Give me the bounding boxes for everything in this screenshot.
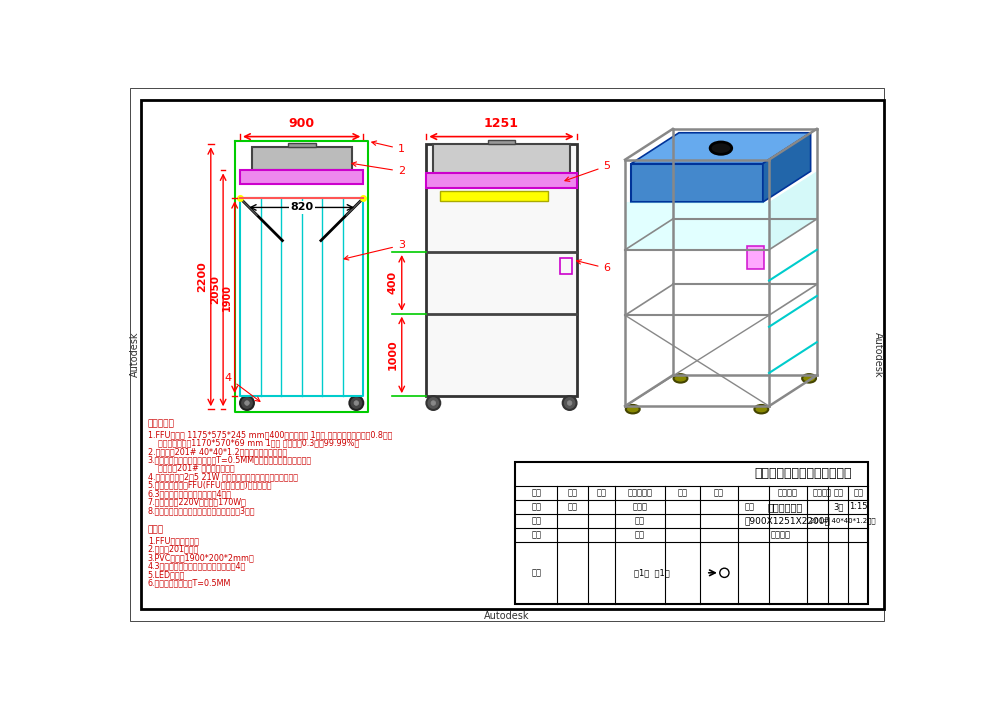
Text: 5.踱板开关：控制FFU(FFU接最高风速)和日光灯。: 5.踱板开关：控制FFU(FFU接最高风速)和日光灯。	[147, 481, 272, 490]
Bar	[748, 246, 764, 269]
Ellipse shape	[802, 374, 816, 383]
Circle shape	[563, 396, 577, 410]
Bar	[288, 143, 315, 147]
Text: 标准化: 标准化	[633, 503, 648, 512]
Text: 说明：: 说明：	[147, 526, 164, 534]
Text: 材质: 材质	[822, 489, 832, 498]
Text: 配置高效过滤器1170*570*69 mm 1台； 过滤效率0.3微粓99.99%。: 配置高效过滤器1170*570*69 mm 1台； 过滤效率0.3微粓99.99…	[147, 439, 359, 447]
Text: 3.四周安装透明防静电网格布，T=0.5MM；采用不锈锂板压条固定；: 3.四周安装透明防静电网格布，T=0.5MM；采用不锈锂板压条固定；	[147, 456, 312, 465]
Text: 2200: 2200	[197, 261, 207, 292]
Text: 4: 4	[225, 373, 260, 402]
Bar	[560, 258, 572, 274]
Circle shape	[431, 401, 435, 405]
Ellipse shape	[755, 405, 768, 413]
Text: 签名: 签名	[677, 489, 687, 498]
Text: 名称: 名称	[745, 503, 755, 512]
Text: 4.日光灯：采用2盏5 21W 带保护罩洁化灯（位置详见图纸）。: 4.日光灯：采用2盏5 21W 带保护罩洁化灯（位置详见图纸）。	[147, 472, 298, 482]
Text: 比例: 比例	[854, 489, 863, 498]
Circle shape	[349, 396, 363, 410]
Bar	[240, 171, 363, 185]
Text: 5.LED洁化灯: 5.LED洁化灯	[147, 570, 185, 579]
Text: 设计: 设计	[531, 503, 541, 512]
Text: 3套: 3套	[833, 503, 844, 512]
Text: Autodesk: Autodesk	[873, 332, 883, 377]
Bar	[426, 173, 577, 188]
Text: 4.3寸脚轮（带刹车，平板式），数量：4个: 4.3寸脚轮（带刹车，平板式），数量：4个	[147, 562, 246, 571]
Text: 900: 900	[289, 117, 315, 131]
Polygon shape	[769, 171, 817, 250]
Text: 可移动洁溃棚: 可移动洁溃棚	[767, 502, 803, 512]
Text: 2.支架采用201# 40*40*1.2不锈锂方通焊接而成。: 2.支架采用201# 40*40*1.2不锈锂方通焊接而成。	[147, 447, 287, 456]
Text: 1.FFU风机过滤单元: 1.FFU风机过滤单元	[147, 536, 199, 545]
Bar	[631, 164, 763, 202]
Text: 7.此设备电压220V，功率：170W。: 7.此设备电压220V，功率：170W。	[147, 498, 246, 507]
Text: 6.透明防静电网格布T=0.5MM: 6.透明防静电网格布T=0.5MM	[147, 578, 231, 588]
Text: Autodesk: Autodesk	[484, 611, 529, 621]
Text: 处数: 处数	[568, 489, 578, 498]
Text: 重量: 重量	[813, 489, 823, 498]
Text: 6: 6	[577, 260, 610, 273]
Circle shape	[240, 396, 254, 410]
Text: 1:15: 1:15	[850, 503, 867, 512]
Text: 顶部安装201# 砂光单面封板。: 顶部安装201# 砂光单面封板。	[147, 464, 234, 473]
Text: 6.3寸脚轮（带刹车，平板式）4个。: 6.3寸脚轮（带刹车，平板式）4个。	[147, 489, 231, 498]
Text: 1251: 1251	[484, 117, 519, 131]
Text: 3.PVC垂帘（1900*200*2mm）: 3.PVC垂帘（1900*200*2mm）	[147, 553, 254, 562]
Text: 图号: 图号	[531, 569, 541, 577]
Text: 共1张  焧1张: 共1张 焧1张	[634, 569, 670, 577]
Circle shape	[568, 401, 572, 405]
Text: 日期: 日期	[714, 489, 724, 498]
Text: 阶段标记: 阶段标记	[778, 489, 798, 498]
Bar	[426, 145, 577, 396]
Text: （900X1251X2200）: （900X1251X2200）	[745, 517, 831, 525]
Text: 8.电线连线方式采用线槽式，电源主线出线3米。: 8.电线连线方式采用线槽式，电源主线出线3米。	[147, 506, 255, 515]
Text: 5: 5	[565, 161, 610, 181]
Text: 伍军: 伍军	[568, 503, 578, 512]
Text: 2050: 2050	[210, 275, 220, 305]
Bar	[440, 191, 548, 201]
Text: 制图: 制图	[531, 517, 541, 525]
Text: 820: 820	[290, 202, 314, 213]
Text: 深圳市百科淨化科技有限公司: 深圳市百科淨化科技有限公司	[755, 468, 853, 480]
Circle shape	[354, 401, 359, 405]
Text: 标记: 标记	[531, 489, 541, 498]
Text: 2: 2	[352, 162, 405, 176]
Text: 客户确认: 客户确认	[770, 530, 790, 539]
Text: 批准: 批准	[635, 530, 645, 539]
Ellipse shape	[710, 142, 732, 154]
Bar	[432, 145, 571, 173]
Text: 3: 3	[344, 240, 405, 260]
Text: 1.FFU尺寸： 1175*575*245 mm，400电机铝叶轮 1台； 筱体覆铝锌板制作（0.8），: 1.FFU尺寸： 1175*575*245 mm，400电机铝叶轮 1台； 筱体…	[147, 430, 392, 439]
Text: 分区: 分区	[596, 489, 606, 498]
Text: 更改文件号: 更改文件号	[628, 489, 653, 498]
Text: 1000: 1000	[388, 340, 398, 370]
Text: 1900: 1900	[222, 284, 231, 311]
Bar	[251, 147, 352, 171]
Text: 技术说明：: 技术说明：	[147, 419, 174, 428]
Circle shape	[244, 401, 249, 405]
Text: 工艺: 工艺	[635, 517, 645, 525]
Polygon shape	[631, 133, 811, 164]
Text: 400: 400	[388, 272, 398, 294]
Text: 201# 40*40*1.2方管: 201# 40*40*1.2方管	[810, 517, 875, 524]
Text: 1: 1	[372, 141, 405, 154]
Bar	[515, 461, 868, 604]
Polygon shape	[763, 133, 811, 202]
Ellipse shape	[674, 374, 687, 383]
Circle shape	[426, 396, 440, 410]
Text: Autodesk: Autodesk	[131, 332, 140, 377]
Text: 审核: 审核	[531, 530, 541, 539]
Ellipse shape	[626, 405, 640, 413]
Text: 数量: 数量	[834, 489, 844, 498]
Text: 2.不锈锂201砂光板: 2.不锈锂201砂光板	[147, 545, 199, 554]
Bar	[488, 140, 515, 145]
Polygon shape	[625, 202, 769, 250]
